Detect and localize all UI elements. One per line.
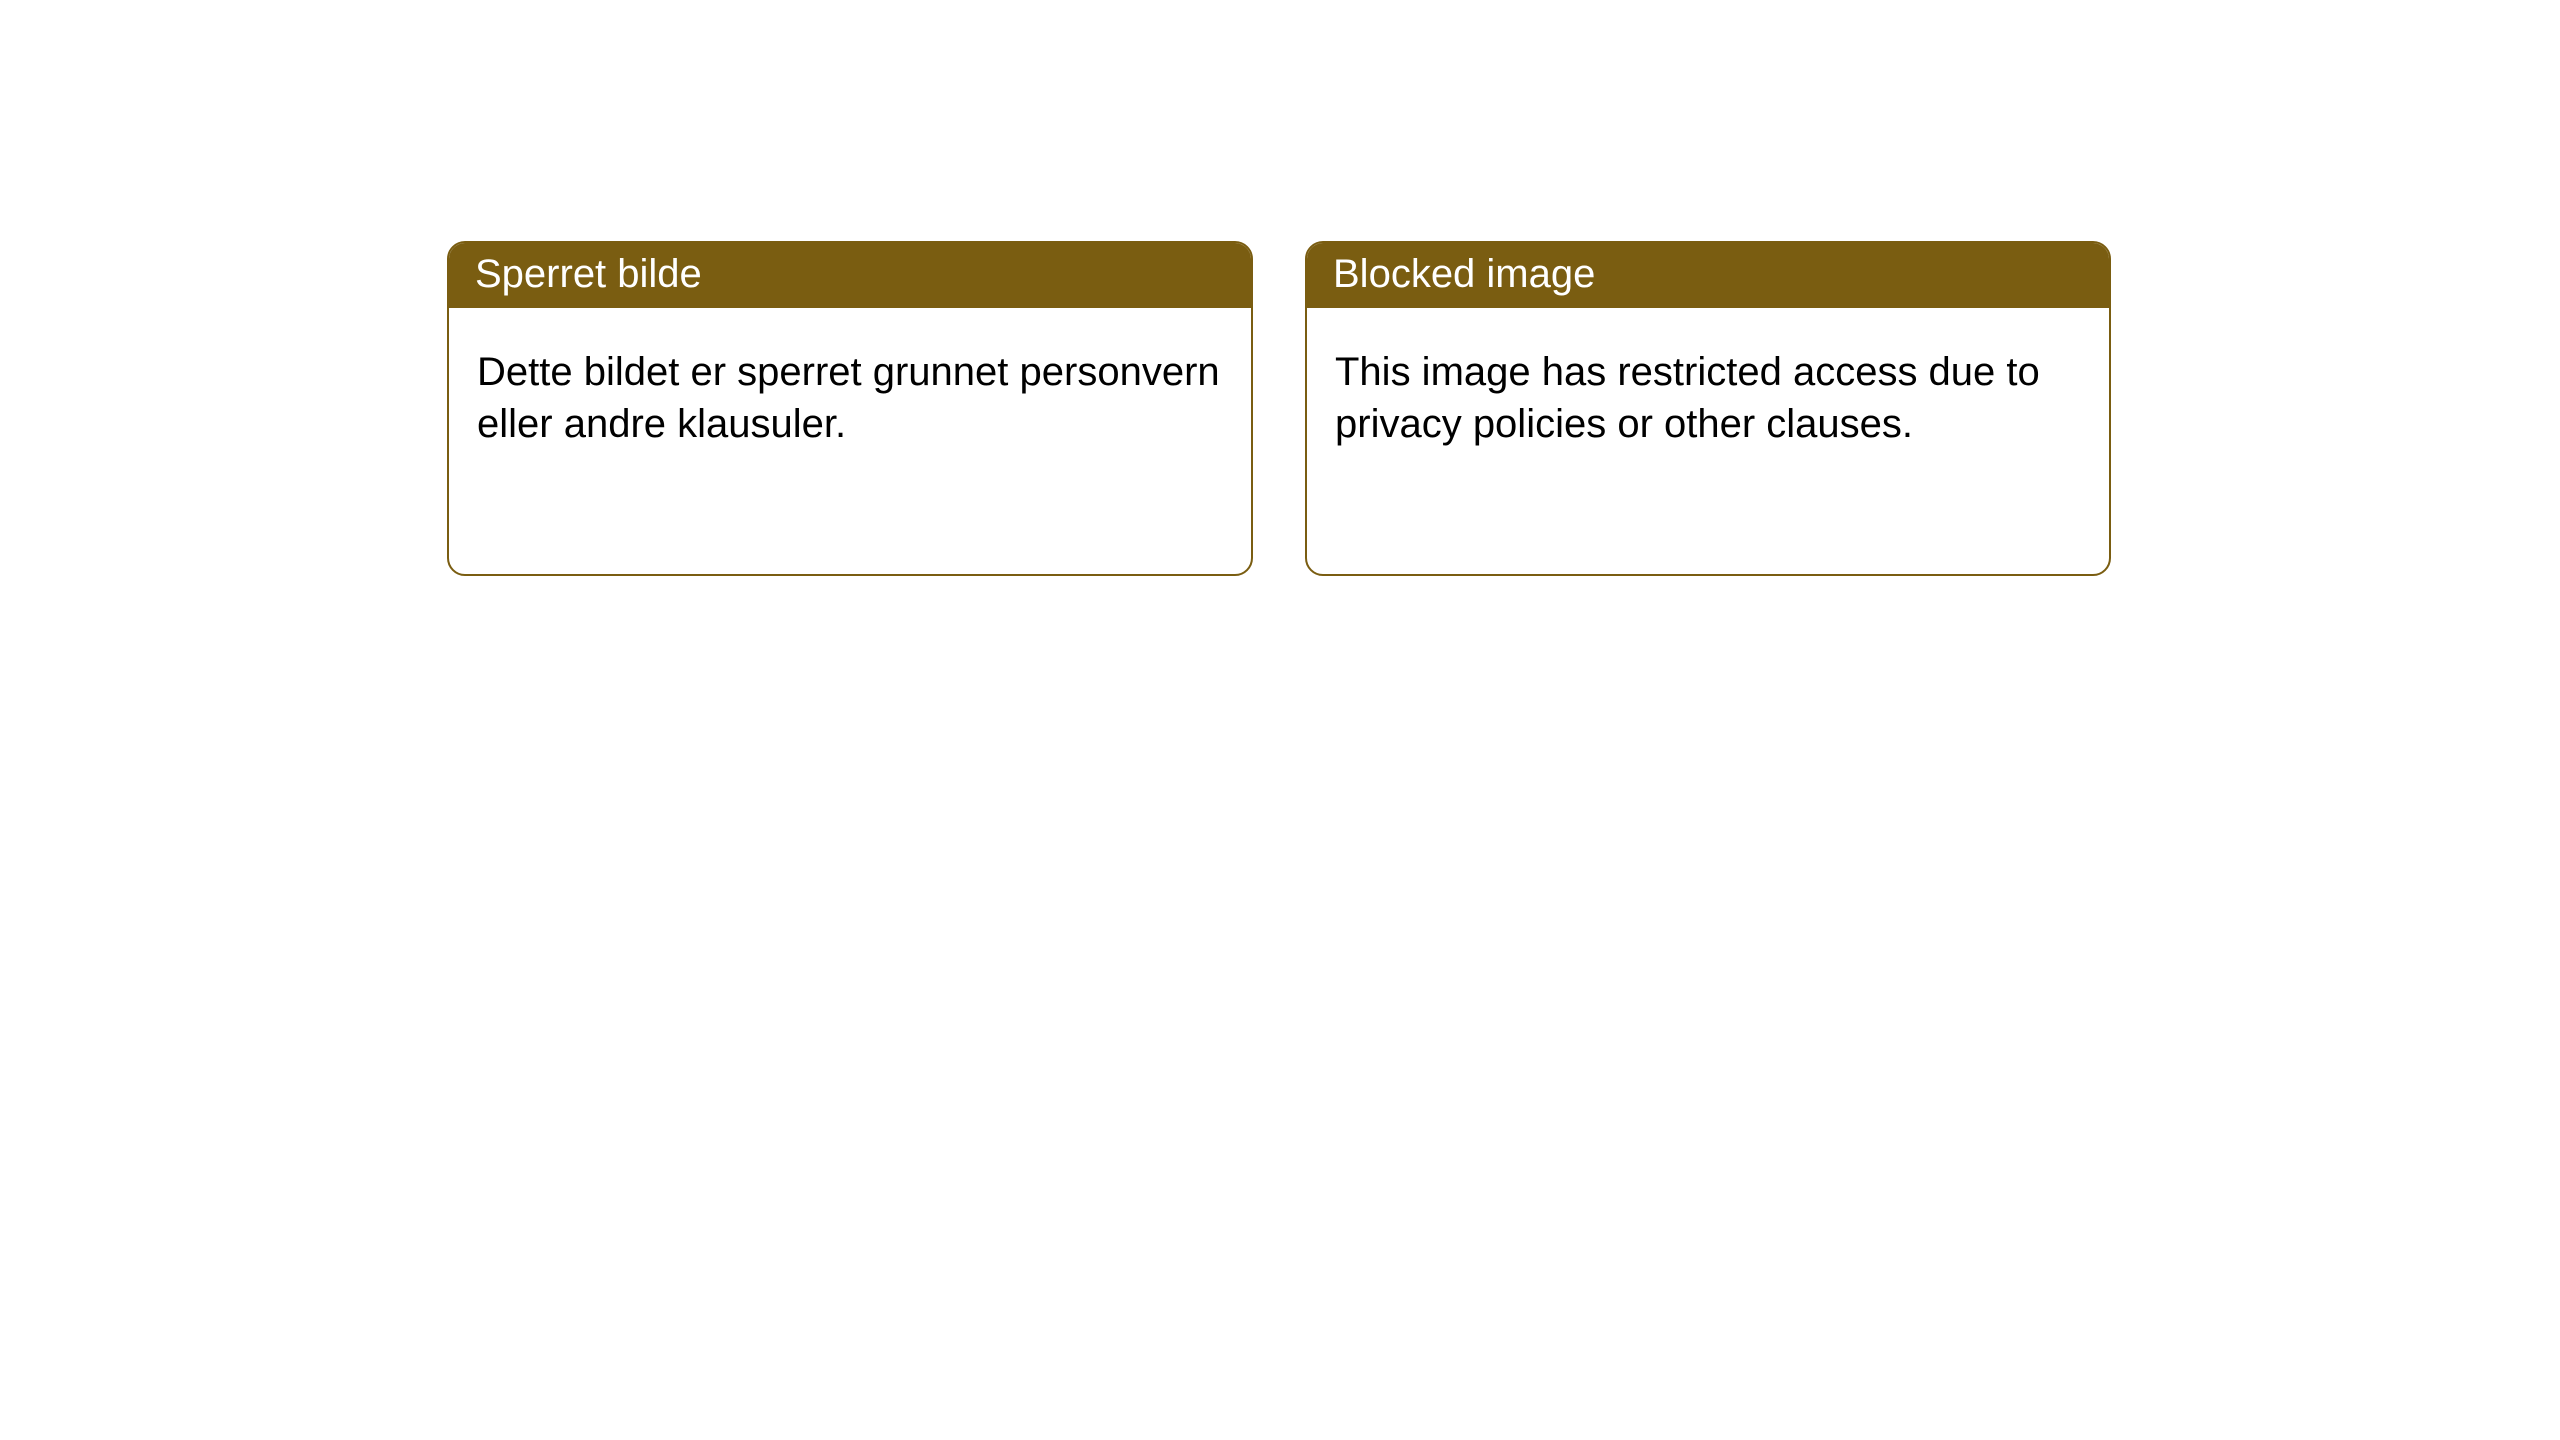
notice-body-no: Dette bildet er sperret grunnet personve… — [449, 308, 1251, 488]
notice-header-en: Blocked image — [1307, 243, 2109, 308]
notice-box-no: Sperret bilde Dette bildet er sperret gr… — [447, 241, 1253, 576]
notices-container: Sperret bilde Dette bildet er sperret gr… — [0, 0, 2560, 576]
notice-header-no: Sperret bilde — [449, 243, 1251, 308]
notice-body-en: This image has restricted access due to … — [1307, 308, 2109, 488]
notice-box-en: Blocked image This image has restricted … — [1305, 241, 2111, 576]
